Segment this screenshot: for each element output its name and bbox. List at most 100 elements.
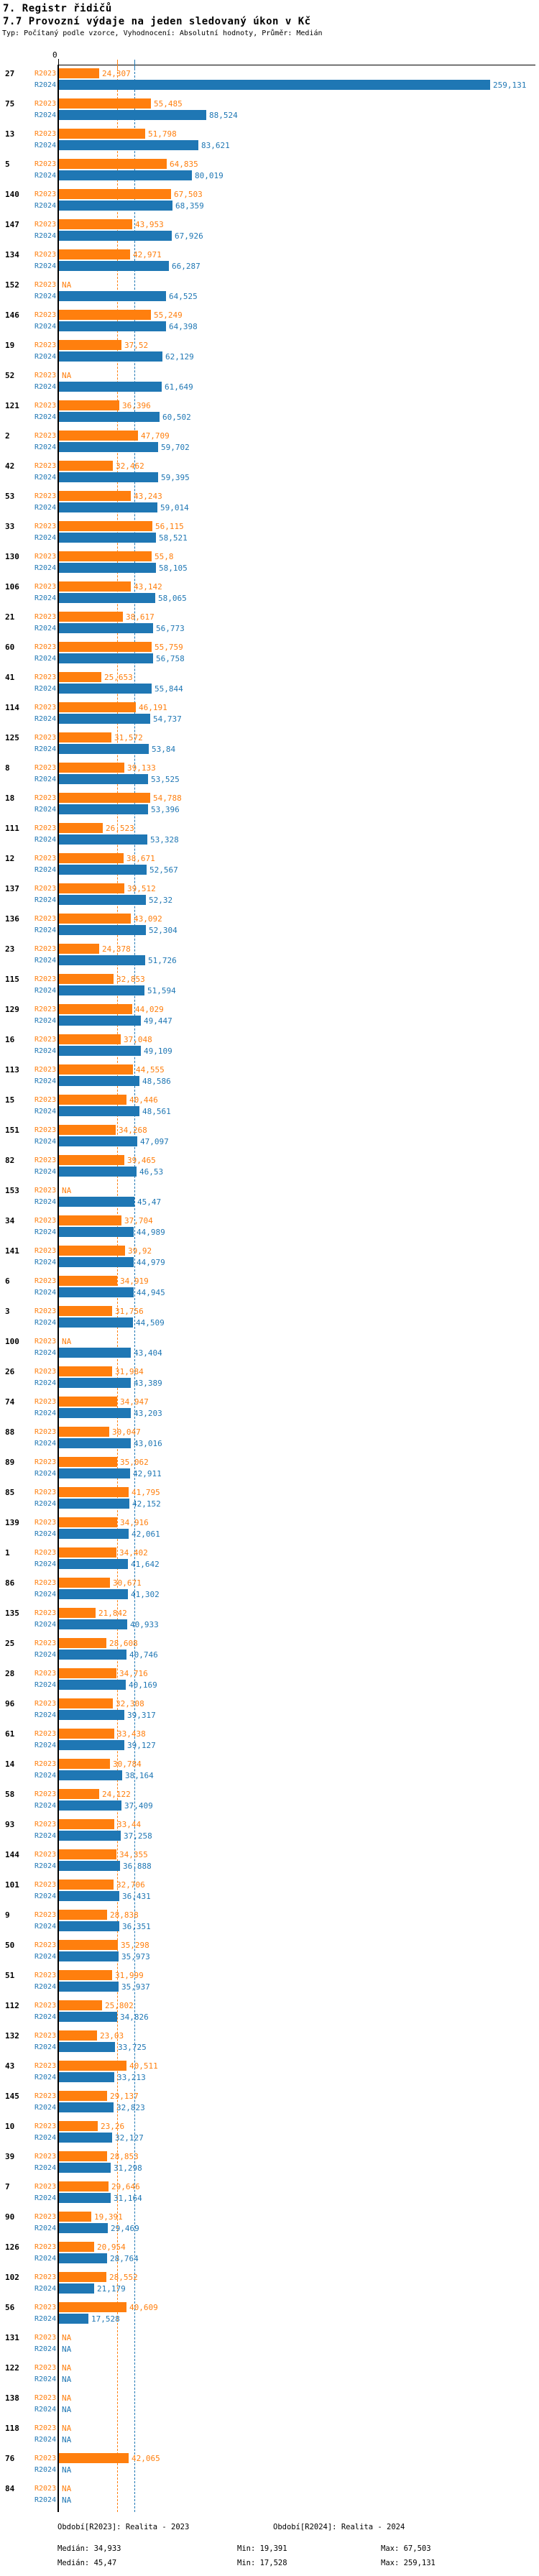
bar-row-2023: R2023 37,704: [34, 1215, 153, 1225]
series-label-2023: R2023: [34, 99, 57, 108]
bar-2024: [59, 1016, 141, 1026]
series-label-2024: R2024: [34, 141, 57, 150]
bar-row-2024: R2024 NA: [34, 2344, 71, 2354]
value-label-2024: 36,351: [122, 1921, 151, 1931]
bar-2024: [59, 472, 158, 482]
bar-2023: [59, 1246, 125, 1256]
series-label-2024: R2024: [34, 594, 57, 602]
row-category-label: 16: [5, 1035, 15, 1044]
series-label-2023: R2023: [34, 2152, 57, 2161]
row-category-label: 52: [5, 371, 15, 380]
value-label-2024: 34,826: [120, 2012, 149, 2022]
bar-row-2024: R2024 43,404: [34, 1348, 162, 1358]
series-label-2024: R2024: [34, 171, 57, 180]
table-row: 2 R2023 47,709 R2024 59,702: [0, 431, 539, 461]
bar-row-2024: R2024 64,398: [34, 321, 198, 331]
value-label-2023: 25,653: [104, 672, 133, 682]
bar-2024: [59, 502, 157, 512]
table-row: 129 R2023 44,029 R2024 49,447: [0, 1004, 539, 1034]
bar-2023: [59, 763, 124, 773]
bar-row-2023: R2023 31,984: [34, 1366, 144, 1376]
bar-row-2024: R2024 68,359: [34, 201, 204, 211]
value-label-2023: 40,609: [129, 2302, 158, 2312]
bar-row-2024: R2024 31,298: [34, 2163, 142, 2173]
row-category-label: 112: [5, 2001, 19, 2010]
bar-2023: [59, 1276, 117, 1286]
row-category-label: 42: [5, 461, 15, 471]
table-row: 39 R2023 28,853 R2024 31,298: [0, 2151, 539, 2181]
bar-2023: [59, 2181, 109, 2191]
bar-2024: [59, 1710, 124, 1720]
bar-row-2023: R2023 39,92: [34, 1246, 152, 1256]
bar-2024: [59, 1740, 124, 1750]
value-label-2023: 24,378: [102, 944, 131, 954]
bar-row-2023: R2023 32,706: [34, 1880, 145, 1890]
value-label-2024: 51,726: [148, 955, 177, 965]
row-category-label: 84: [5, 2484, 15, 2493]
bar-row-2024: R2024 31,164: [34, 2193, 142, 2203]
bar-row-2024: R2024 53,84: [34, 744, 175, 754]
value-label-2024: 32,823: [116, 2102, 145, 2112]
bar-row-2023: R2023 43,142: [34, 581, 162, 592]
value-label-2023: 39,133: [127, 763, 156, 773]
value-label-2024: 83,621: [201, 140, 230, 150]
series-label-2023: R2023: [34, 1729, 57, 1738]
bar-2023: [59, 551, 152, 561]
value-label-2024: 58,065: [158, 593, 187, 603]
bar-row-2024: R2024 34,826: [34, 2012, 149, 2022]
value-label-2023: 47,709: [141, 431, 170, 441]
bar-2024: [59, 80, 490, 90]
series-label-2024: R2024: [34, 382, 57, 391]
table-row: 85 R2023 41,795 R2024 42,152: [0, 1487, 539, 1517]
series-label-2024: R2024: [34, 1801, 57, 1810]
table-row: 28 R2023 34,716 R2024 40,169: [0, 1668, 539, 1698]
bar-row-2024: R2024 45,47: [34, 1197, 161, 1207]
bar-2023: [59, 2453, 129, 2463]
value-label-2023: 38,671: [126, 853, 155, 863]
series-label-2024: R2024: [34, 835, 57, 844]
bar-2024: [59, 110, 206, 120]
bar-2023: [59, 1638, 106, 1648]
value-label-2024: 68,359: [175, 201, 204, 211]
table-row: 75 R2023 55,485 R2024 88,524: [0, 98, 539, 129]
row-category-label: 21: [5, 612, 15, 622]
series-label-2023: R2023: [34, 129, 57, 138]
bar-2024: [59, 1891, 119, 1901]
value-label-2024: 38,164: [125, 1770, 154, 1780]
table-row: 146 R2023 55,249 R2024 64,398: [0, 310, 539, 340]
series-label-2023: R2023: [34, 884, 57, 893]
bar-row-2024: R2024 66,287: [34, 261, 201, 271]
bar-row-2024: R2024 35,937: [34, 1982, 150, 1992]
series-label-2024: R2024: [34, 2194, 57, 2202]
series-label-2023: R2023: [34, 371, 57, 380]
value-label-2024: 46,53: [139, 1167, 164, 1177]
row-category-label: 130: [5, 552, 19, 561]
bar-2024: [59, 140, 198, 150]
series-label-2023: R2023: [34, 1186, 57, 1195]
bar-2024: [59, 321, 166, 331]
value-label-2023: 31,572: [114, 732, 143, 742]
table-row: 76 R2023 42,065 R2024 NA: [0, 2453, 539, 2483]
axis-baseline: [57, 65, 59, 2512]
bar-row-2023: R2023 39,465: [34, 1155, 156, 1165]
bar-row-2023: R2023 39,133: [34, 763, 156, 773]
series-label-2024: R2024: [34, 201, 57, 210]
table-row: 125 R2023 31,572 R2024 53,84: [0, 732, 539, 763]
bar-row-2023: R2023 39,512: [34, 883, 156, 893]
row-category-label: 88: [5, 1427, 15, 1437]
row-category-label: 58: [5, 1790, 15, 1799]
table-row: 53 R2023 43,243 R2024 59,014: [0, 491, 539, 521]
bar-2023: [59, 2242, 94, 2252]
value-label-2023: 34,355: [119, 1849, 148, 1859]
value-label-2024: 21,179: [97, 2283, 126, 2294]
row-category-label: 139: [5, 1518, 19, 1527]
series-label-2023: R2023: [34, 2092, 57, 2100]
bar-2023: [59, 431, 138, 441]
row-category-label: 75: [5, 99, 15, 109]
series-label-2023: R2023: [34, 1367, 57, 1376]
bar-row-2024: R2024 33,213: [34, 2072, 146, 2082]
table-row: 52 R2023 NA R2024 61,649: [0, 370, 539, 400]
bar-2023: [59, 2151, 107, 2161]
value-label-2023: 55,759: [155, 642, 183, 652]
series-label-2024: R2024: [34, 805, 57, 814]
